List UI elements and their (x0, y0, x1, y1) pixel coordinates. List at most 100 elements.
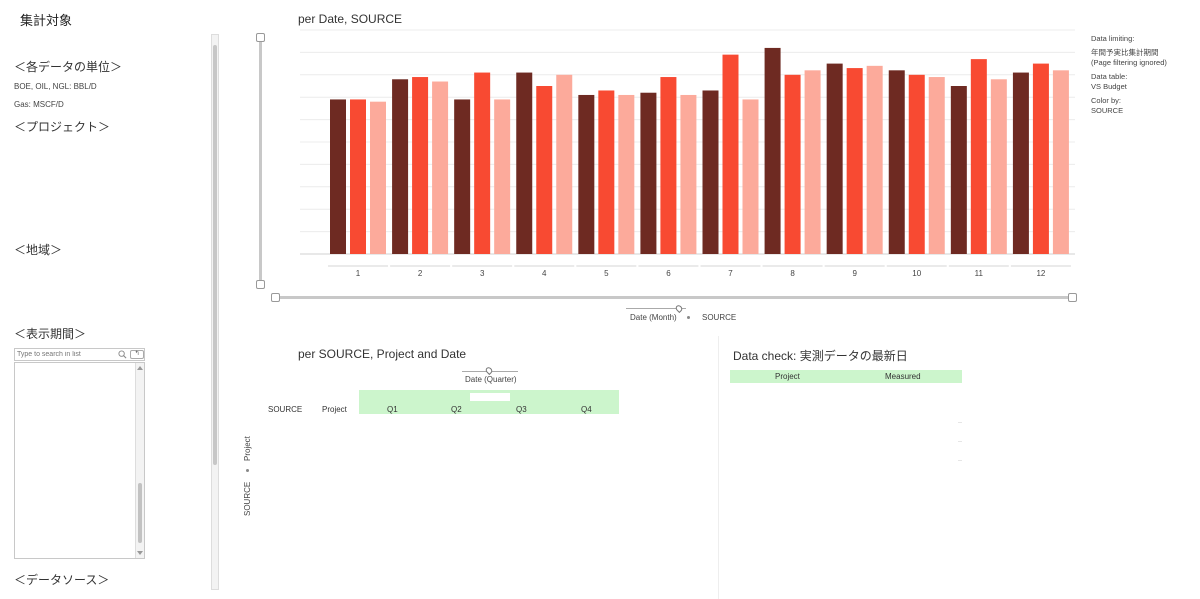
bar-month-1-series-2[interactable] (350, 99, 366, 254)
bar-month-2-series-2[interactable] (412, 77, 429, 254)
bar-month-8-series-2[interactable] (784, 74, 801, 254)
quarter-header-gap (470, 393, 510, 401)
bar-month-1-series-3[interactable] (370, 101, 386, 255)
data-check-panel (718, 336, 1200, 599)
datasource-heading: ＜データソース＞ (14, 573, 110, 587)
period-search-input[interactable] (15, 349, 115, 360)
bar-month-6-series-3[interactable] (680, 94, 697, 255)
bar-month-9-series-2[interactable] (846, 68, 863, 254)
axis-hierarchy-slider[interactable] (626, 308, 686, 309)
bar-month-3-series-1[interactable] (454, 99, 471, 254)
bar-month-10-series-1[interactable] (888, 70, 905, 254)
axis-hierarchy-handle[interactable] (674, 303, 684, 314)
bar-month-5-series-1[interactable] (578, 94, 595, 255)
x-range-slider[interactable] (271, 293, 1077, 302)
column-header-q4[interactable]: Q4 (581, 405, 592, 414)
bar-month-12-series-3[interactable] (1052, 70, 1069, 254)
x-range-left-handle[interactable] (271, 293, 280, 302)
legend-data-limiting-label: Data limiting: (1091, 34, 1135, 43)
list-options-button[interactable]: ↰ (130, 350, 144, 359)
bar-month-7-series-3[interactable] (742, 99, 759, 254)
y-range-bottom-handle[interactable] (256, 280, 265, 289)
column-header-q1[interactable]: Q1 (387, 405, 398, 414)
period-list-scrollbar[interactable] (135, 363, 144, 558)
chart-legend: Data limiting: 年間予実比集計期間 (Page filtering… (1091, 34, 1199, 120)
row-header-project[interactable]: Project (322, 405, 347, 414)
x-tick-label: 6 (666, 269, 671, 278)
bar-month-12-series-2[interactable] (1032, 63, 1049, 254)
vertical-axis-dot (246, 469, 249, 472)
bar-month-3-series-2[interactable] (474, 72, 491, 254)
x-tick-label: 3 (480, 269, 485, 278)
chart-title: per Date, SOURCE (298, 12, 403, 26)
scroll-down-icon[interactable] (137, 551, 143, 555)
x-tick-label: 12 (1036, 269, 1045, 278)
legend-data-limiting-note: (Page filtering ignored) (1091, 58, 1167, 67)
x-axis-label-source[interactable]: SOURCE (702, 313, 737, 322)
x-tick-label: 9 (852, 269, 857, 278)
bar-month-11-series-2[interactable] (970, 59, 987, 255)
y-range-slider[interactable] (256, 33, 265, 289)
bar-month-3-series-3[interactable] (494, 99, 511, 254)
bar-month-5-series-2[interactable] (598, 90, 615, 254)
column-header-project[interactable]: Project (775, 372, 800, 381)
x-tick-label: 10 (912, 269, 921, 278)
legend-data-table-value: VS Budget (1091, 82, 1127, 91)
legend-color-by-label: Color by: (1091, 96, 1122, 105)
data-check-header (730, 370, 962, 383)
search-icon[interactable] (118, 350, 127, 359)
cross-table-title: per SOURCE, Project and Date (298, 347, 467, 361)
bar-month-4-series-1[interactable] (516, 72, 533, 254)
column-header-q2[interactable]: Q2 (451, 405, 462, 414)
panel-scroll-thumb[interactable] (213, 45, 217, 465)
bar-month-2-series-3[interactable] (432, 81, 449, 254)
scroll-up-icon[interactable] (137, 366, 143, 370)
bar-month-11-series-3[interactable] (990, 79, 1007, 254)
bar-month-12-series-1[interactable] (1012, 72, 1029, 254)
column-header-q3[interactable]: Q3 (516, 405, 527, 414)
bar-month-1-series-1[interactable] (330, 99, 346, 254)
legend-data-table-label: Data table: (1091, 72, 1128, 81)
quarter-axis-label[interactable]: Date (Quarter) (465, 375, 517, 384)
x-range-right-handle[interactable] (1068, 293, 1077, 302)
x-tick-label: 5 (604, 269, 609, 278)
axis-separator-dot (687, 316, 690, 319)
bar-chart[interactable]: 1 2 3 4 5 6 7 8 9 10 11 12 (285, 28, 1085, 284)
vertical-axis-label-project[interactable]: Project (243, 436, 252, 461)
row-header-source[interactable]: SOURCE (268, 405, 303, 414)
bar-month-7-series-2[interactable] (722, 54, 739, 254)
panel-scrollbar[interactable] (211, 34, 219, 590)
bar-month-4-series-3[interactable] (556, 74, 573, 254)
column-header-measured[interactable]: Measured (885, 372, 921, 381)
x-tick-label: 8 (790, 269, 795, 278)
bar-month-9-series-3[interactable] (866, 65, 883, 254)
legend-color-by-value: SOURCE (1091, 106, 1124, 115)
bar-month-2-series-1[interactable] (392, 79, 409, 254)
units-line-oil: BOE, OIL, NGL: BBL/D (14, 82, 97, 91)
chart-bars (330, 47, 1069, 255)
period-list[interactable] (14, 362, 145, 559)
bar-month-6-series-1[interactable] (640, 92, 657, 254)
x-axis-label-date[interactable]: Date (Month) (630, 313, 677, 322)
y-range-top-handle[interactable] (256, 33, 265, 42)
bar-month-4-series-2[interactable] (536, 86, 553, 254)
period-list-scroll-thumb[interactable] (138, 483, 142, 543)
project-heading: ＜プロジェクト＞ (14, 120, 111, 134)
bar-month-11-series-1[interactable] (950, 86, 967, 254)
vertical-axis-label-source[interactable]: SOURCE (243, 481, 252, 516)
legend-data-limiting-value: 年間予実比集計期間 (1091, 48, 1159, 57)
bar-month-8-series-3[interactable] (804, 70, 821, 254)
bar-month-7-series-1[interactable] (702, 90, 719, 254)
bar-month-9-series-1[interactable] (826, 63, 843, 254)
table-row-divider (958, 460, 962, 461)
bar-month-10-series-2[interactable] (908, 74, 925, 254)
table-row-divider (958, 441, 962, 442)
x-tick-label: 4 (542, 269, 547, 278)
bar-month-10-series-3[interactable] (928, 77, 945, 254)
bar-month-8-series-1[interactable] (764, 47, 781, 254)
quarter-hierarchy-handle[interactable] (484, 365, 494, 376)
period-heading: ＜表示期間＞ (14, 327, 87, 341)
bar-month-6-series-2[interactable] (660, 77, 677, 254)
x-tick-label: 11 (975, 269, 984, 278)
bar-month-5-series-3[interactable] (618, 94, 635, 255)
